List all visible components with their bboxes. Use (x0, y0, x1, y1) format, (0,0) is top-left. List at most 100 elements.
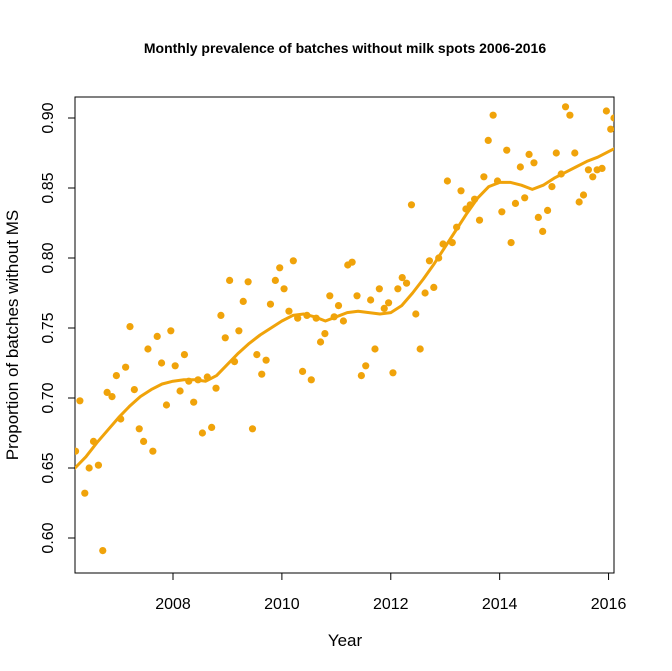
x-tick-label: 2010 (264, 596, 300, 613)
data-point (610, 114, 614, 122)
x-tick-label: 2016 (591, 596, 627, 613)
data-point (489, 111, 497, 119)
data-point (475, 216, 484, 224)
data-point (579, 191, 588, 199)
data-point (516, 163, 524, 171)
data-point (316, 338, 325, 346)
data-point (157, 359, 166, 367)
data-point (566, 111, 574, 119)
data-point (602, 107, 610, 115)
data-point (99, 547, 107, 555)
data-point (348, 258, 356, 266)
data-point (239, 297, 247, 305)
data-point (507, 239, 515, 247)
data-point (484, 136, 492, 144)
data-point (135, 425, 143, 433)
data-point (258, 370, 266, 378)
data-point (253, 351, 261, 359)
data-point (144, 345, 152, 353)
data-point (607, 125, 614, 133)
data-point (112, 372, 120, 380)
data-point (398, 274, 406, 282)
data-point (552, 149, 560, 157)
y-axis: 0.60 0.65 0.70 0.75 0.80 0.85 0.90 (40, 102, 75, 554)
data-point (385, 299, 393, 307)
y-tick-label: 0.90 (40, 102, 57, 133)
x-axis-label: Year (328, 631, 363, 650)
data-point (140, 437, 148, 445)
data-point (235, 327, 243, 335)
data-point (171, 362, 179, 370)
data-point (244, 278, 252, 286)
data-point (394, 285, 402, 293)
data-point (162, 401, 171, 409)
data-point (167, 327, 175, 335)
data-point (266, 300, 275, 308)
plot-area (75, 103, 614, 555)
data-point (357, 372, 365, 380)
data-point (276, 264, 284, 272)
data-point (122, 363, 130, 371)
y-axis-label: Proportion of batches without MS (3, 210, 22, 460)
data-point (543, 206, 552, 214)
y-tick-label: 0.75 (40, 312, 57, 343)
x-tick-label: 2014 (482, 596, 518, 613)
data-point (389, 369, 397, 377)
data-point (298, 367, 307, 375)
y-tick-label: 0.70 (40, 382, 57, 413)
data-point (575, 198, 583, 206)
data-point (198, 429, 206, 437)
data-point (126, 323, 134, 331)
data-point (94, 461, 103, 469)
data-point (307, 376, 315, 384)
data-point (271, 276, 279, 284)
data-point (539, 227, 547, 235)
data-point (457, 187, 465, 195)
data-point (598, 164, 606, 172)
data-point (412, 310, 420, 318)
data-point (190, 398, 198, 406)
data-point (289, 257, 297, 265)
data-point (421, 289, 429, 297)
data-point (208, 423, 216, 431)
data-point (226, 276, 234, 284)
data-point (285, 307, 293, 315)
data-point (430, 283, 438, 291)
y-tick-label: 0.80 (40, 242, 57, 273)
data-point (443, 177, 451, 185)
data-point (353, 292, 361, 300)
data-point (402, 279, 411, 287)
data-point (334, 302, 343, 310)
data-point (153, 332, 161, 340)
data-point (321, 330, 329, 338)
data-point (280, 285, 288, 293)
data-point (362, 362, 370, 370)
x-tick-label: 2008 (155, 596, 191, 613)
plot-frame (74, 96, 615, 574)
data-point (503, 146, 511, 154)
data-point (548, 183, 556, 191)
data-point (75, 447, 80, 455)
data-point (416, 345, 424, 353)
y-tick-label: 0.60 (40, 522, 57, 553)
data-point (367, 296, 375, 304)
data-point (339, 317, 348, 325)
y-tick-label: 0.85 (40, 172, 57, 203)
data-point (407, 201, 416, 209)
data-point (262, 356, 270, 364)
data-point (375, 285, 383, 293)
data-point (149, 447, 157, 455)
data-point (511, 199, 520, 207)
data-point (534, 213, 542, 221)
data-point (221, 334, 229, 342)
data-point (525, 150, 533, 158)
y-tick-label: 0.65 (40, 452, 57, 483)
data-point (85, 464, 93, 472)
data-point (212, 384, 220, 392)
data-point (371, 345, 379, 353)
data-point (480, 173, 488, 181)
data-point (326, 292, 334, 300)
chart-title: Monthly prevalence of batches without mi… (144, 40, 546, 56)
x-tick-label: 2012 (373, 596, 409, 613)
data-point (76, 397, 84, 405)
